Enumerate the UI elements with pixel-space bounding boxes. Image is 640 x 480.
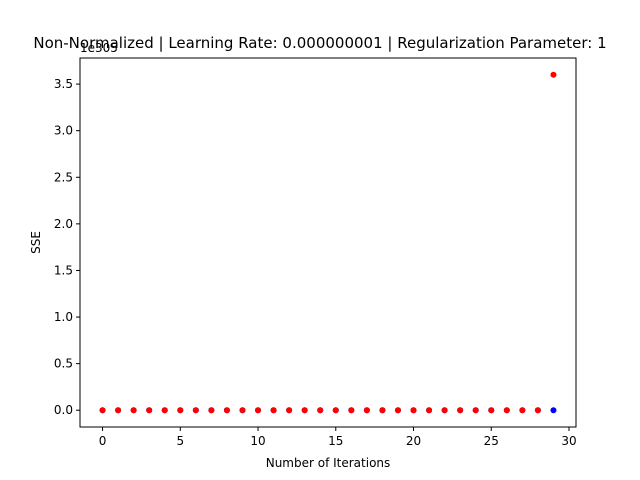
y-offset-text: 1e305: [80, 41, 118, 55]
data-point: [161, 407, 168, 414]
y-tick-label: 3.0: [54, 124, 73, 138]
x-axis-label: Number of Iterations: [266, 456, 391, 470]
data-point: [146, 407, 153, 414]
data-point: [550, 407, 557, 414]
x-axis: 0 5 10 15 20 25 30: [99, 427, 577, 448]
y-tick-label: 1.0: [54, 310, 73, 324]
data-point: [286, 407, 293, 414]
data-point: [379, 407, 386, 414]
data-point: [239, 407, 246, 414]
data-point: [550, 71, 557, 78]
data-point: [317, 407, 324, 414]
x-tick-label: 30: [561, 434, 576, 448]
plot-frame: [79, 57, 577, 428]
y-tick-label: 2.5: [54, 170, 73, 184]
data-point: [472, 407, 479, 414]
data-point: [363, 407, 370, 414]
data-point: [426, 407, 433, 414]
data-point: [441, 407, 448, 414]
data-point: [410, 407, 417, 414]
data-point: [534, 407, 541, 414]
y-tick-label: 3.5: [54, 77, 73, 91]
data-point: [130, 407, 137, 414]
data-point: [223, 407, 230, 414]
data-point: [270, 407, 277, 414]
y-axis: 0.0 0.5 1.0 1.5 2.0 2.5 3.0 3.5: [54, 77, 80, 417]
data-point: [519, 407, 526, 414]
x-tick-label: 10: [250, 434, 265, 448]
x-tick-label: 0: [99, 434, 107, 448]
x-tick-label: 5: [176, 434, 184, 448]
data-point: [255, 407, 262, 414]
data-point: [192, 407, 199, 414]
y-tick-label: 2.0: [54, 217, 73, 231]
data-point: [348, 407, 355, 414]
y-tick-label: 1.5: [54, 263, 73, 277]
data-point: [488, 407, 495, 414]
data-point: [115, 407, 122, 414]
data-point: [99, 407, 106, 414]
data-point: [301, 407, 308, 414]
y-tick-label: 0.0: [54, 403, 73, 417]
data-point: [177, 407, 184, 414]
chart-title: Non-Normalized | Learning Rate: 0.000000…: [33, 34, 606, 52]
plot-points: [99, 71, 557, 414]
data-point: [332, 407, 339, 414]
y-axis-label: SSE: [29, 231, 43, 254]
x-tick-label: 15: [328, 434, 343, 448]
data-point: [457, 407, 464, 414]
y-tick-label: 0.5: [54, 357, 73, 371]
x-tick-label: 25: [484, 434, 499, 448]
data-point: [208, 407, 215, 414]
x-tick-label: 20: [406, 434, 421, 448]
data-point: [394, 407, 401, 414]
data-point: [503, 407, 510, 414]
